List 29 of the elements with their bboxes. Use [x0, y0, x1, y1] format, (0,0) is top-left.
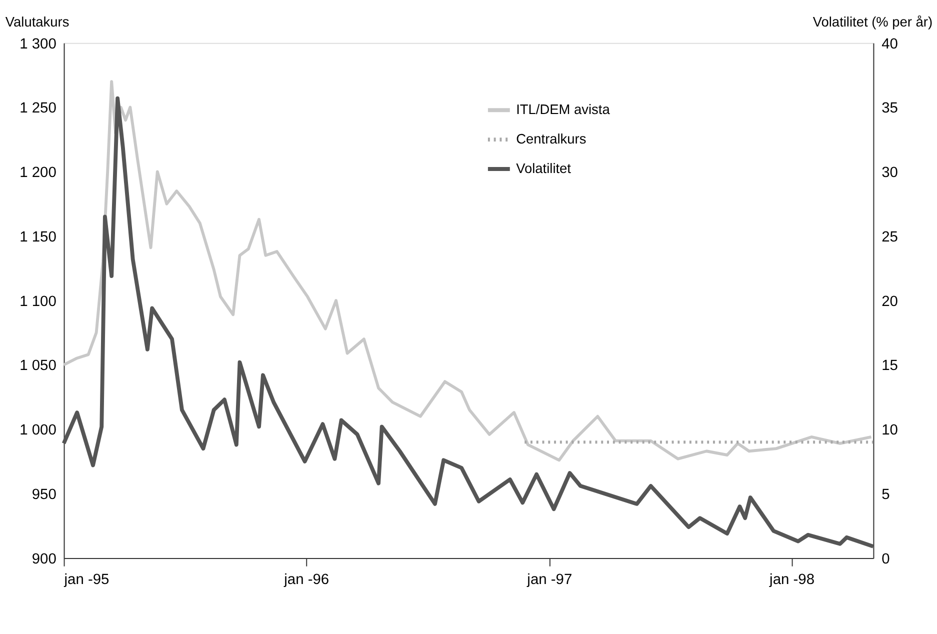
x-tick-label: jan -98: [768, 572, 815, 588]
y-tick-label: 1 050: [20, 358, 56, 374]
y-tick-label: 900: [32, 551, 56, 568]
y2-tick-label: 15: [882, 358, 898, 374]
legend-label: Volatilitet: [516, 160, 572, 176]
y-tick-label: 1 150: [20, 229, 56, 246]
line-series: [62, 96, 876, 548]
y-tick-label: 1 200: [20, 165, 56, 182]
x-tick-label: jan -97: [526, 572, 572, 588]
y-tick-label: 1 100: [20, 294, 56, 310]
y2-tick-label: 0: [882, 551, 890, 568]
y-tick-label: 950: [32, 487, 56, 504]
y2-tick-label: 25: [882, 229, 898, 246]
y2-axis-title: Volatilitet (% per år): [812, 14, 933, 30]
y2-tick-label: 10: [882, 422, 898, 439]
line-series: [62, 80, 873, 462]
y2-tick-label: 20: [882, 294, 898, 310]
y-tick-label: 1 250: [20, 100, 56, 117]
legend-label: Centralkurs: [516, 131, 586, 146]
y2-tick-label: 30: [882, 165, 898, 182]
y2-tick-label: 35: [882, 100, 898, 117]
y2-tick-label: 40: [882, 36, 898, 52]
y-axis-title: Valutakurs: [5, 14, 70, 30]
y2-tick-label: 5: [882, 487, 890, 504]
x-tick-label: jan -95: [63, 572, 110, 588]
y-tick-label: 1 300: [20, 36, 56, 52]
y-tick-label: 1 000: [20, 422, 56, 439]
legend-label: ITL/DEM avista: [516, 102, 610, 118]
x-tick-label: jan -96: [283, 572, 330, 588]
